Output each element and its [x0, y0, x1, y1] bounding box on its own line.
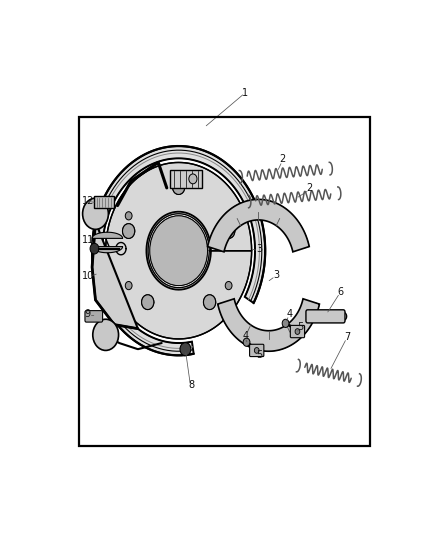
Text: 8: 8: [188, 380, 194, 390]
Circle shape: [150, 216, 208, 286]
Text: 6: 6: [338, 287, 344, 297]
Circle shape: [254, 348, 259, 353]
Polygon shape: [92, 222, 138, 329]
Circle shape: [204, 295, 215, 310]
Text: 1: 1: [242, 88, 248, 98]
Circle shape: [295, 329, 300, 334]
Text: 5: 5: [256, 350, 262, 360]
Polygon shape: [218, 303, 319, 351]
Polygon shape: [170, 170, 202, 188]
Text: 11: 11: [81, 236, 94, 245]
Circle shape: [123, 224, 135, 238]
Circle shape: [180, 343, 191, 356]
Text: 5: 5: [297, 321, 303, 332]
Polygon shape: [218, 299, 319, 351]
Circle shape: [125, 212, 132, 220]
FancyBboxPatch shape: [306, 310, 345, 323]
FancyBboxPatch shape: [94, 196, 114, 208]
Circle shape: [90, 243, 99, 254]
FancyBboxPatch shape: [250, 344, 264, 357]
Text: 2: 2: [306, 183, 312, 193]
FancyBboxPatch shape: [290, 325, 304, 338]
Circle shape: [225, 281, 232, 290]
Circle shape: [189, 174, 197, 184]
Circle shape: [282, 319, 289, 327]
Text: 2: 2: [279, 154, 285, 164]
Polygon shape: [92, 146, 265, 356]
Text: 10: 10: [81, 271, 94, 281]
Circle shape: [125, 281, 132, 289]
Text: 4: 4: [243, 332, 249, 342]
Polygon shape: [208, 199, 309, 248]
Circle shape: [93, 319, 119, 350]
Polygon shape: [92, 247, 123, 253]
Circle shape: [83, 198, 108, 229]
Circle shape: [243, 338, 250, 346]
FancyBboxPatch shape: [85, 311, 102, 322]
Polygon shape: [208, 199, 309, 252]
Circle shape: [141, 295, 154, 310]
Text: 12: 12: [81, 196, 94, 206]
Circle shape: [173, 180, 185, 195]
Circle shape: [225, 212, 232, 220]
Text: 3: 3: [273, 270, 279, 280]
Polygon shape: [92, 232, 123, 238]
Text: 7: 7: [345, 332, 351, 342]
Polygon shape: [106, 163, 251, 339]
Text: 4: 4: [287, 309, 293, 319]
Text: 9: 9: [85, 309, 91, 319]
Text: 3: 3: [256, 245, 262, 254]
Bar: [78, 117, 371, 446]
Circle shape: [223, 224, 235, 238]
